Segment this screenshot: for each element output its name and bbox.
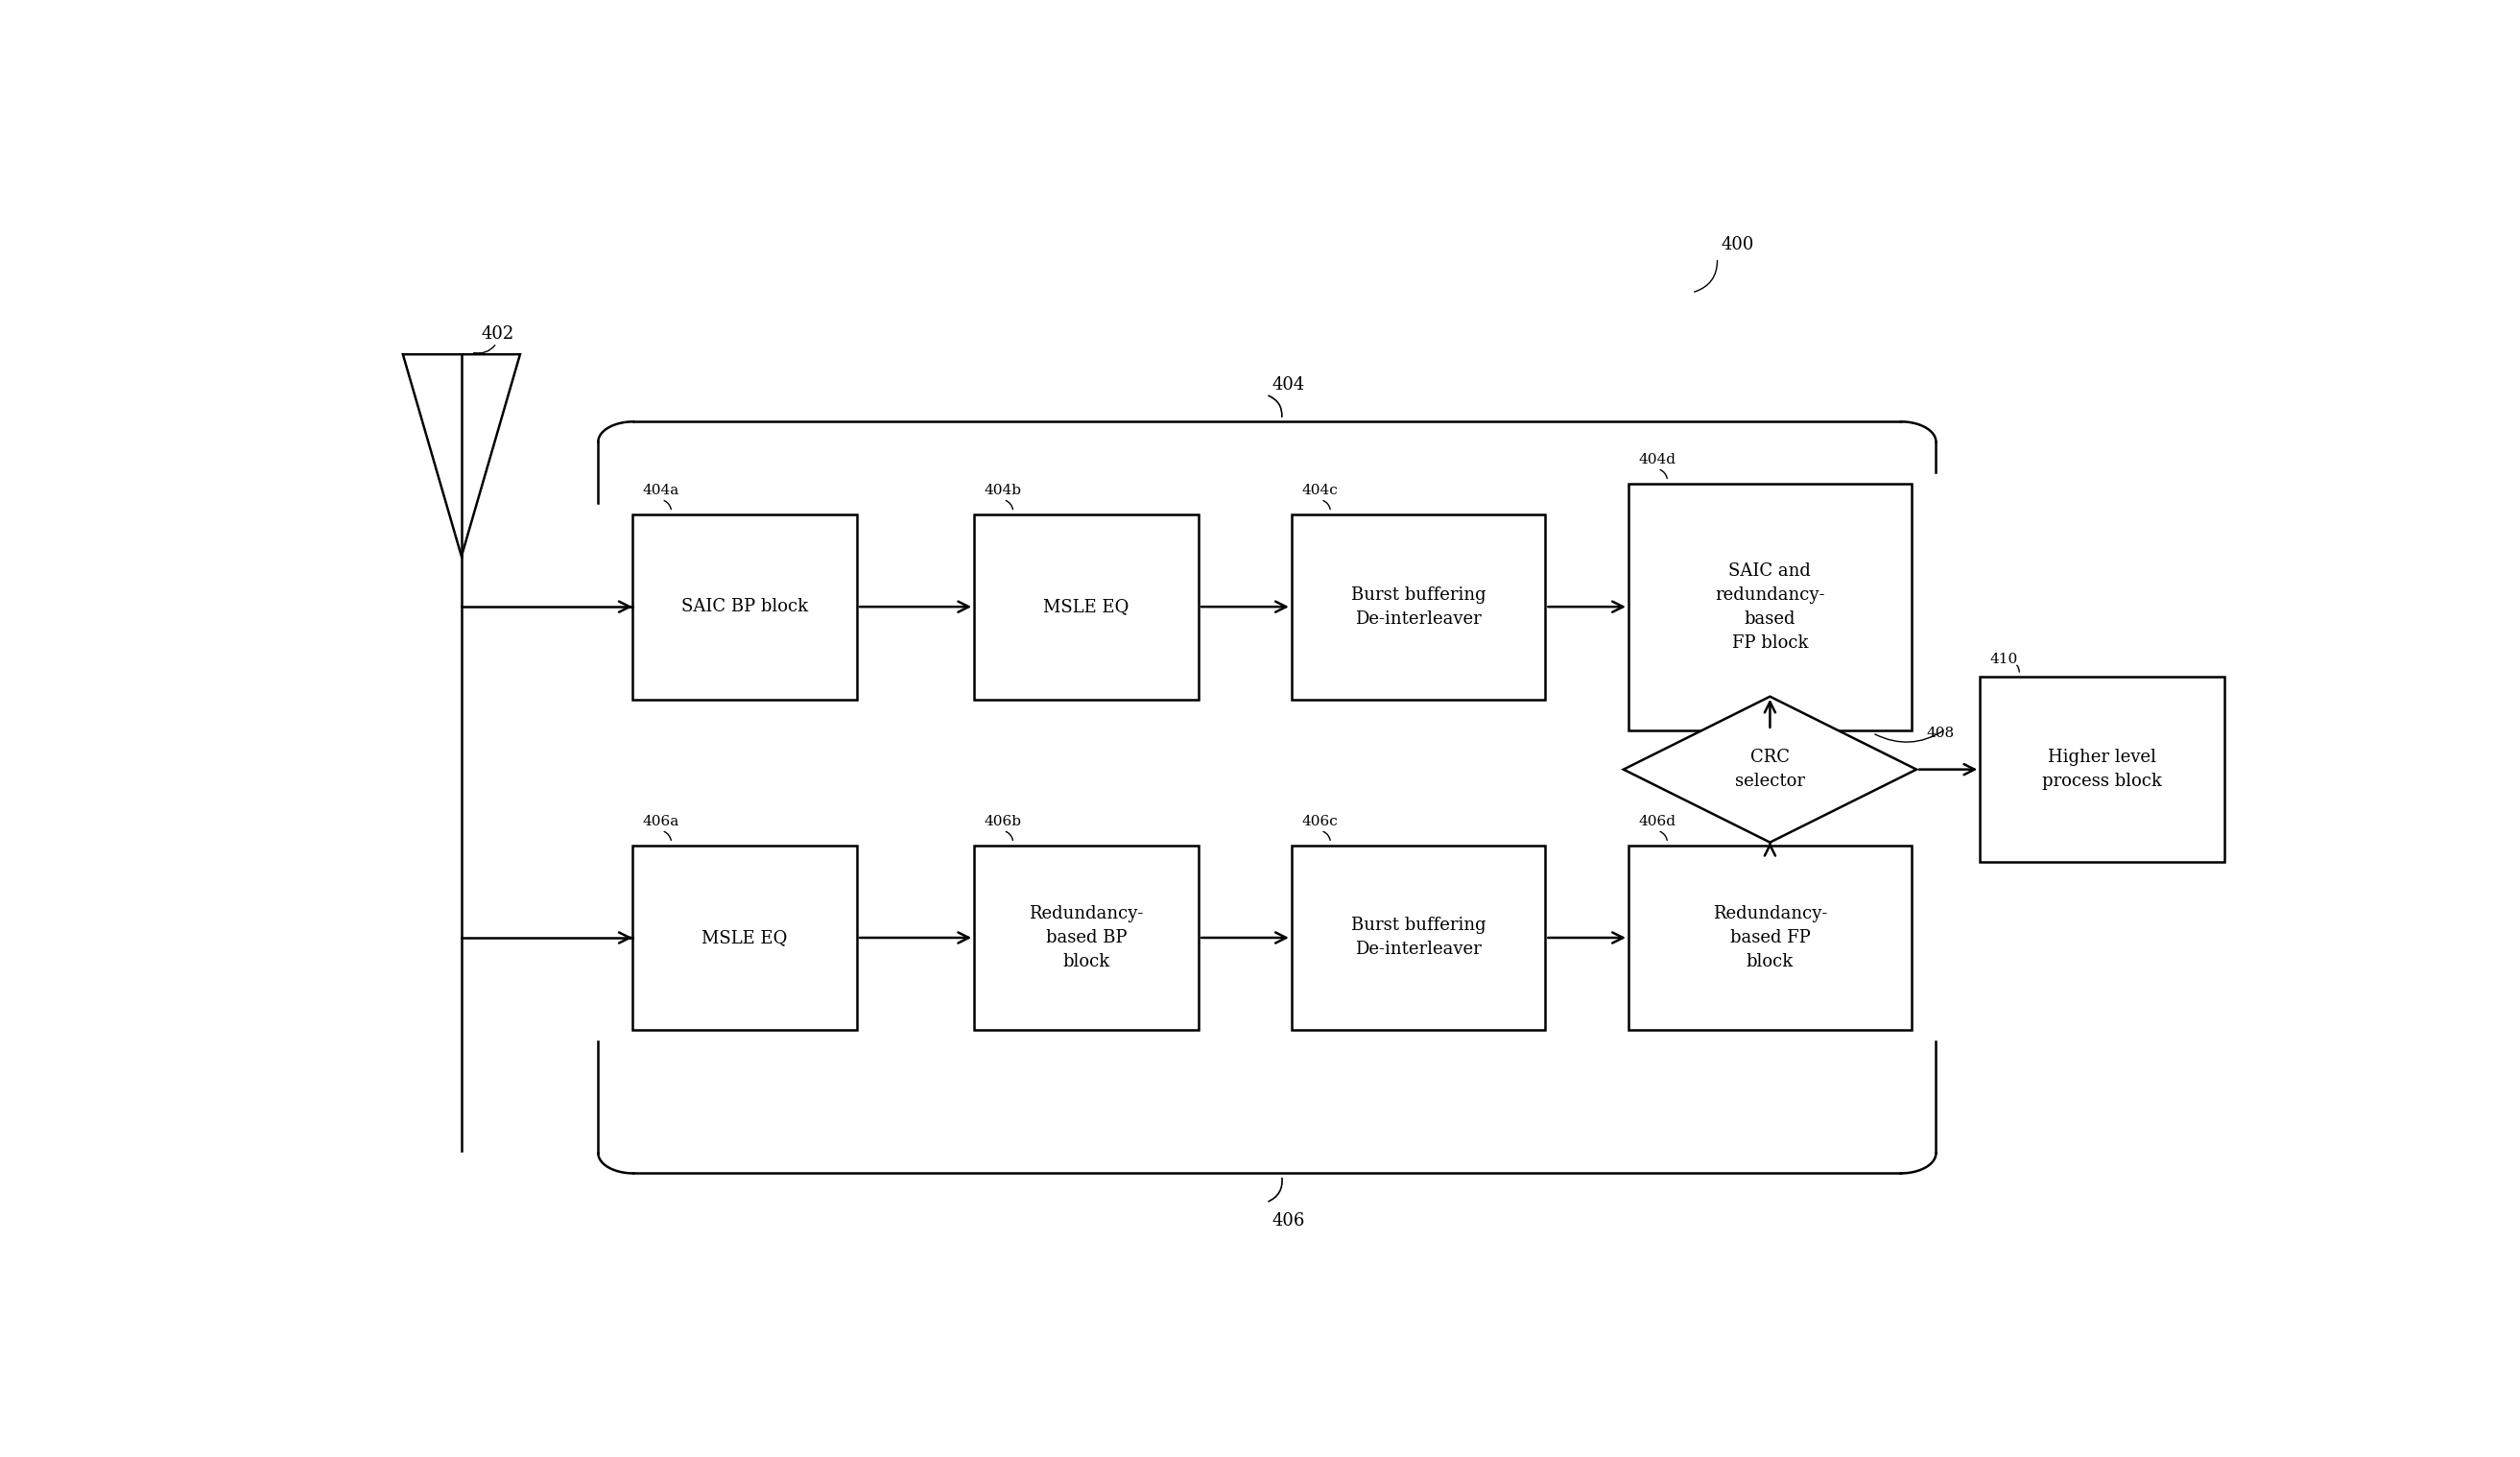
Text: CRC
selector: CRC selector: [1734, 749, 1804, 790]
Bar: [975, 845, 1200, 1030]
Text: 406c: 406c: [1300, 814, 1338, 829]
Bar: [1628, 484, 1913, 730]
Polygon shape: [1623, 696, 1915, 842]
Text: 406a: 406a: [643, 814, 678, 829]
Text: 404d: 404d: [1638, 453, 1676, 466]
Bar: [1290, 845, 1545, 1030]
Text: Burst buffering
De-interleaver: Burst buffering De-interleaver: [1351, 916, 1487, 959]
Text: Redundancy-
based BP
block: Redundancy- based BP block: [1028, 905, 1144, 970]
Text: Burst buffering
De-interleaver: Burst buffering De-interleaver: [1351, 586, 1487, 628]
Text: SAIC and
redundancy-
based
FP block: SAIC and redundancy- based FP block: [1716, 562, 1824, 651]
Text: Redundancy-
based FP
block: Redundancy- based FP block: [1714, 905, 1827, 970]
Text: MSLE EQ: MSLE EQ: [1043, 599, 1129, 615]
Text: 410: 410: [1991, 653, 2019, 666]
Bar: [1290, 514, 1545, 699]
Text: 404: 404: [1273, 376, 1305, 393]
Text: 406: 406: [1273, 1212, 1305, 1230]
Text: 406b: 406b: [983, 814, 1021, 829]
Text: 402: 402: [481, 326, 514, 344]
Text: 408: 408: [1925, 727, 1953, 740]
Text: 404a: 404a: [643, 484, 678, 497]
Text: SAIC BP block: SAIC BP block: [680, 599, 809, 615]
Bar: [633, 845, 857, 1030]
Text: 404c: 404c: [1300, 484, 1338, 497]
Text: 406d: 406d: [1638, 814, 1676, 829]
Polygon shape: [403, 354, 519, 557]
Bar: [1628, 845, 1913, 1030]
Text: MSLE EQ: MSLE EQ: [701, 930, 789, 947]
Text: Higher level
process block: Higher level process block: [2041, 749, 2162, 790]
Text: 404b: 404b: [983, 484, 1021, 497]
Text: 400: 400: [1721, 236, 1754, 254]
Bar: [975, 514, 1200, 699]
Bar: [633, 514, 857, 699]
Bar: [1981, 678, 2225, 863]
